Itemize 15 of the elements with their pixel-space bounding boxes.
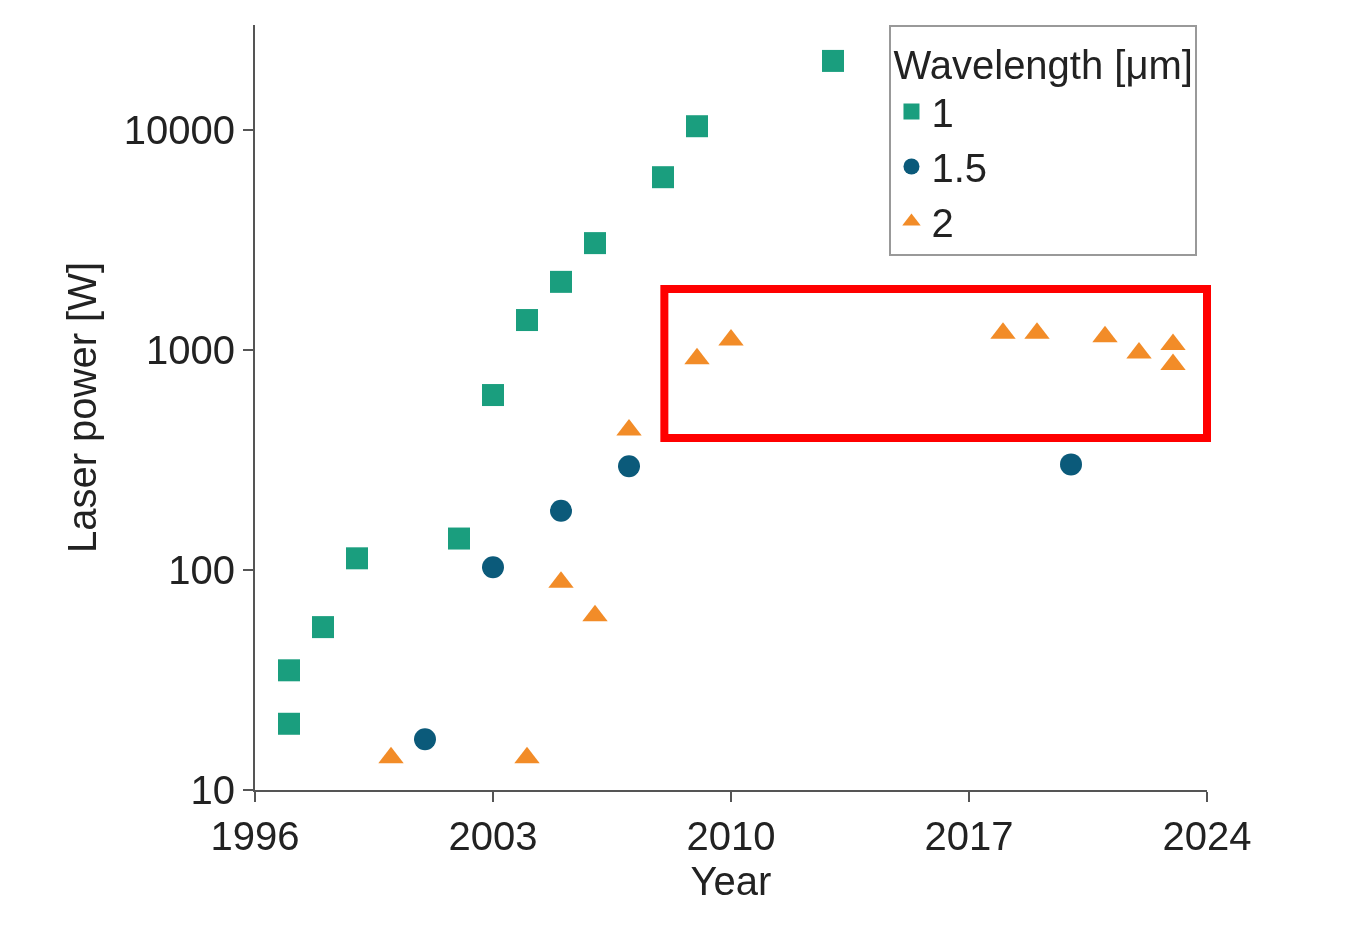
y-axis-title: Laser power [W] [59,261,104,554]
y-tick-label: 1000 [146,327,235,372]
x-tick-label: 2017 [924,814,1014,858]
x-tick-label: 2003 [448,814,538,858]
y-tick-label: 10 [190,768,235,812]
legend-label: 1.5 [931,146,988,191]
y-tick-label: 10000 [123,107,235,152]
x-tick-label: 2010 [686,814,776,858]
x-axis-title: Year [690,859,772,903]
legend-label: 2 [931,201,954,246]
x-tick-label: 2024 [1162,814,1252,858]
x-tick-label: 1996 [210,814,300,858]
legend-title: Wavelength [μm] [893,43,1193,87]
legend-label: 1 [931,91,954,136]
y-tick-label: 100 [168,547,235,592]
